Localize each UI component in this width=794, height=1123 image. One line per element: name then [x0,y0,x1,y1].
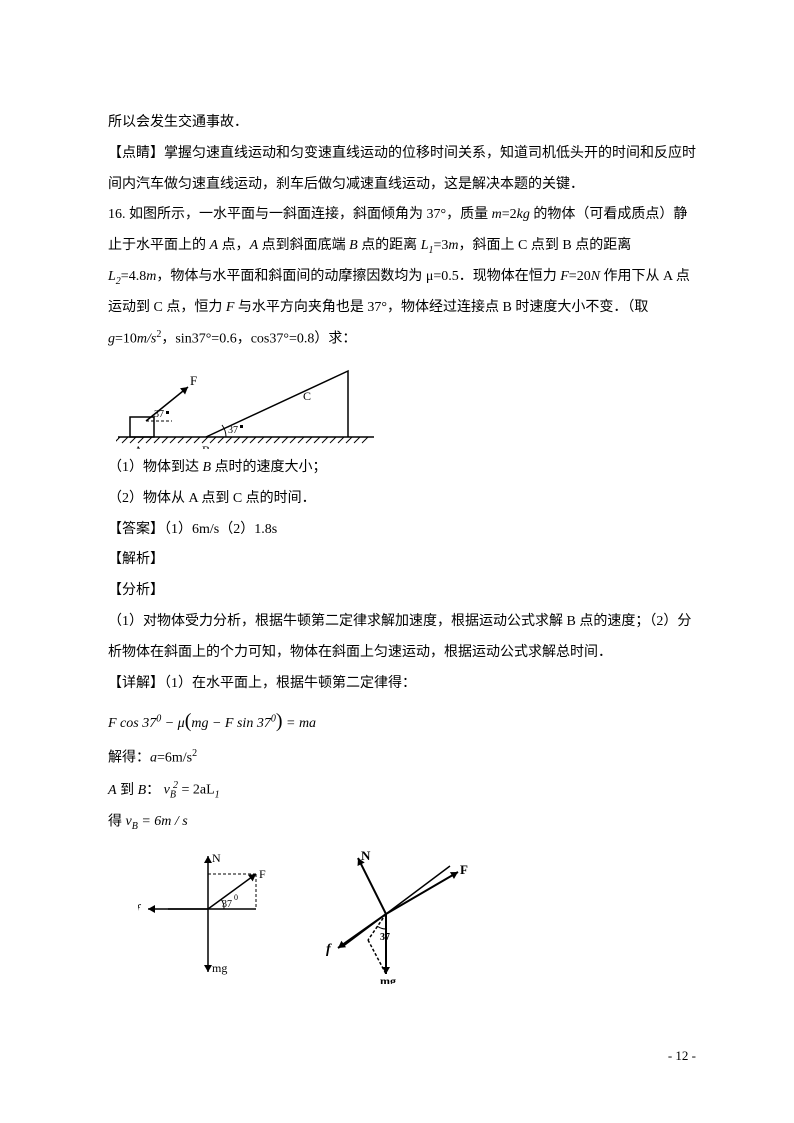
text: （1）物体到达 [108,460,203,475]
var: B [349,238,358,253]
text: =4.8 [121,269,146,284]
t: = 2aL [178,783,215,798]
analysis: （1）对物体受力分析，根据牛顿第二定律求解加速度，根据运动公式求解 B 点的速度… [108,607,696,669]
text: =20 [569,269,591,284]
unit: kg [517,207,530,222]
t: mg − F sin 37 [191,716,270,731]
t: F cos 37 [108,716,156,731]
unit: m [448,238,458,253]
unit: m [146,269,156,284]
text: 与水平方向夹角也是 37°，物体经过连接点 B 时速度大小不变．（取 [234,300,648,315]
svg-text:mg: mg [212,961,227,975]
free-body-svg: NmgfF370NFfmg37 [138,844,478,984]
svg-text:f: f [138,901,142,916]
page-number: - 12 - [668,1042,696,1071]
text: =10 [115,331,137,346]
text: =2 [502,207,517,222]
svg-text:F: F [259,867,266,881]
text: 解得： [108,751,150,766]
unit: m/s [137,331,156,346]
text: ： [146,783,160,798]
equation-1: F cos 370 − μ(mg − F sin 370) = ma [108,699,696,743]
sup: 2 [192,748,197,759]
text: 点时的速度大小； [211,460,327,475]
text: 得 [108,814,126,829]
page: 所以会发生交通事故． 【点睛】掌握匀速直线运动和匀变速直线运动的位移时间关系，知… [0,0,794,1123]
incline-diagram: F 37 37 A B C [116,359,696,449]
sub: 1 [215,789,220,800]
answer-line: 【答案】（1）6m/s（2）1.8s [108,515,696,546]
question-2: （2）物体从 A 点到 C 点的时间． [108,484,696,515]
t: = 6m / s [138,814,188,829]
svg-text:F: F [460,862,468,877]
text: ，斜面上 C 点到 B 点的距离 [459,238,632,253]
t: − μ [161,716,184,731]
text: 点， [218,238,250,253]
var: A [108,783,117,798]
svg-text:mg: mg [380,974,396,984]
text: =3 [433,238,448,253]
text: 点到斜面底端 [258,238,349,253]
incline-svg: F 37 37 A B C [116,359,376,449]
heading: 【分析】 [108,576,696,607]
var: L [108,269,116,284]
svg-text:F: F [190,373,197,388]
text: 16. 如图所示，一水平面与一斜面连接，斜面倾角为 37°，质量 [108,207,492,222]
text: =6m/s [157,751,192,766]
paragraph: 所以会发生交通事故． [108,108,696,139]
paragraph: 【点睛】掌握匀速直线运动和匀变速直线运动的位移时间关系，知道司机低头开的时间和反… [108,139,696,201]
text: 到 [117,783,138,798]
a-to-b-line: A 到 B： vB2 = 2aL1 [108,775,696,807]
var: a [150,751,157,766]
unit: N [591,269,600,284]
svg-text:0: 0 [234,893,238,902]
svg-text:37: 37 [380,932,390,943]
svg-text:N: N [361,848,371,863]
paren: ) [276,710,283,732]
detail: 【详解】（1）在水平面上，根据牛顿第二定律得： [108,669,696,700]
eq-text: F cos 370 − μ(mg − F sin 370) = ma [108,699,316,743]
heading: 【解析】 [108,545,696,576]
svg-text:f: f [326,942,332,957]
equation-2: vB2 = 2aL1 [164,775,220,806]
var: B [138,783,147,798]
text: 点的距离 [358,238,421,253]
svg-text:A: A [134,443,143,449]
var: m [492,207,502,222]
text: ，物体与水平面和斜面间的动摩擦因数均为 μ=0.5．现物体在恒力 [156,269,560,284]
svg-text:C: C [303,389,311,403]
var: g [108,331,115,346]
question-1: （1）物体到达 B 点时的速度大小； [108,453,696,484]
equation-3: vB = 6m / s [126,807,188,838]
result-line: 得 vB = 6m / s [108,807,696,838]
var: F [560,269,569,284]
solve-line: 解得：a=6m/s2 [108,743,696,774]
svg-text:37: 37 [228,425,238,436]
svg-text:B: B [202,443,210,449]
svg-text:N: N [212,851,221,865]
svg-text:37: 37 [154,409,164,420]
t: = ma [283,716,317,731]
svg-text:37: 37 [222,899,232,910]
var: A [210,238,219,253]
var: A [250,238,259,253]
problem-statement: 16. 如图所示，一水平面与一斜面连接，斜面倾角为 37°，质量 m=2kg 的… [108,200,696,355]
text: ，sin37°=0.6，cos37°=0.8）求： [161,331,356,346]
free-body-diagrams: NmgfF370NFfmg37 [108,844,696,984]
var: B [203,460,212,475]
